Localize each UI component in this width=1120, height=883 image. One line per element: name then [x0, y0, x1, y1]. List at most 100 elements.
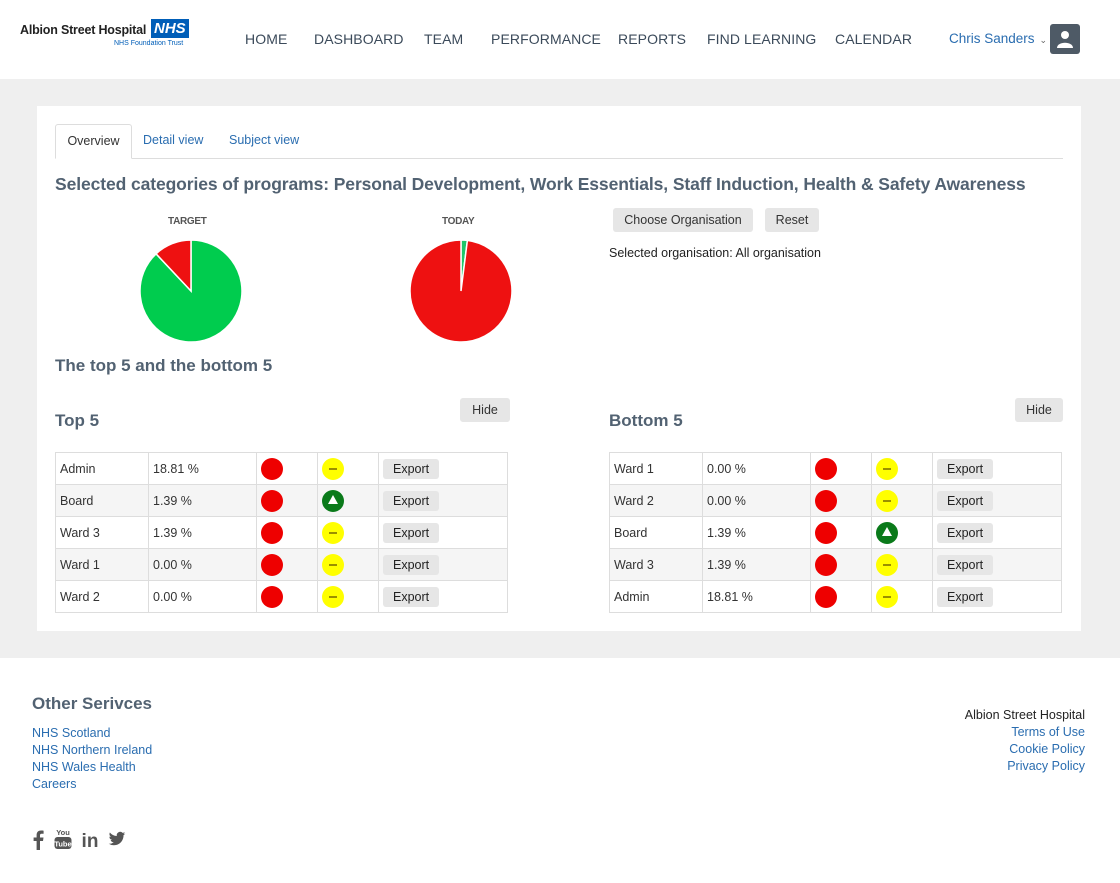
top5-title: Top 5: [55, 411, 100, 430]
top5-table: Admin 18.81 % Export Board 1.39 % Export Ward …: [55, 452, 508, 613]
trend-indicator: [322, 457, 344, 480]
completion-value: 1.39 %: [702, 548, 811, 581]
status-indicator: [815, 553, 837, 576]
today-pie-title: TODAY: [442, 216, 475, 227]
twitter-icon[interactable]: [108, 830, 126, 848]
trend-indicator: [322, 553, 344, 576]
completion-value: 0.00 %: [702, 452, 811, 485]
export-button[interactable]: Export: [383, 490, 440, 511]
unit-name: Ward 1: [55, 548, 149, 581]
trend-indicator: [876, 489, 898, 512]
export-button[interactable]: Export: [937, 554, 994, 575]
link-privacy-policy[interactable]: Privacy Policy: [1007, 759, 1085, 773]
export-button[interactable]: Export: [383, 554, 440, 575]
export-cell: Export: [378, 548, 508, 581]
hide-top5-button[interactable]: Hide: [460, 398, 510, 422]
unit-name: Ward 1: [609, 452, 703, 485]
pie-slice: [155, 239, 192, 293]
facebook-icon[interactable]: [32, 830, 44, 850]
table-row: Admin 18.81 % Export: [55, 452, 508, 485]
nav-reports[interactable]: REPORTS: [618, 31, 687, 47]
status-cell: [256, 484, 318, 517]
link-terms-of-use[interactable]: Terms of Use: [1011, 725, 1085, 739]
completion-value: 18.81 %: [702, 580, 811, 613]
status-indicator: [261, 553, 283, 576]
trend-indicator: [876, 553, 898, 576]
nav-find-learning[interactable]: FIND LEARNING: [707, 31, 817, 47]
completion-value: 1.39 %: [148, 516, 257, 549]
target-pie-chart: [139, 239, 243, 343]
completion-value: 0.00 %: [702, 484, 811, 517]
hide-bottom5-button[interactable]: Hide: [1015, 398, 1063, 422]
trend-cell: [317, 580, 379, 613]
nav-team[interactable]: TEAM: [424, 31, 464, 47]
status-indicator: [815, 585, 837, 608]
header: Albion Street Hospital NHS NHS Foundatio…: [0, 0, 1120, 79]
status-indicator: [815, 489, 837, 512]
tab-overview[interactable]: Overview: [55, 124, 132, 159]
export-button[interactable]: Export: [937, 586, 994, 607]
link-nhs-wales-health[interactable]: NHS Wales Health: [32, 760, 136, 774]
completion-value: 1.39 %: [148, 484, 257, 517]
youtube-icon[interactable]: You Tube: [54, 828, 72, 850]
completion-value: 18.81 %: [148, 452, 257, 485]
trend-cell: [317, 548, 379, 581]
link-cookie-policy[interactable]: Cookie Policy: [1009, 742, 1085, 756]
trend-cell: [871, 484, 933, 517]
tab-subject-view[interactable]: Subject view: [229, 133, 300, 147]
unit-name: Ward 2: [609, 484, 703, 517]
unit-name: Admin: [609, 580, 703, 613]
export-button[interactable]: Export: [383, 586, 440, 607]
export-button[interactable]: Export: [937, 458, 994, 479]
trend-cell: [871, 452, 933, 485]
user-icon: [1057, 31, 1073, 48]
trend-indicator: [322, 585, 344, 608]
export-cell: Export: [378, 484, 508, 517]
status-cell: [810, 452, 872, 485]
status-cell: [810, 484, 872, 517]
trend-indicator: [322, 489, 344, 512]
export-button[interactable]: Export: [937, 490, 994, 511]
nav-performance[interactable]: PERFORMANCE: [491, 31, 601, 47]
selected-organisation: Selected organisation: All organisation: [609, 246, 821, 260]
other-services-title: Other Serivces: [32, 694, 153, 713]
tab-detail-view[interactable]: Detail view: [143, 133, 204, 147]
export-button[interactable]: Export: [937, 522, 994, 543]
nav-calendar[interactable]: CALENDAR: [835, 31, 913, 47]
link-nhs-scotland[interactable]: NHS Scotland: [32, 726, 111, 740]
status-indicator: [261, 489, 283, 512]
avatar[interactable]: [1050, 24, 1080, 54]
hospital-logo[interactable]: Albion Street Hospital NHS NHS Foundatio…: [20, 19, 190, 51]
reset-button[interactable]: Reset: [765, 208, 819, 232]
completion-value: 1.39 %: [702, 516, 811, 549]
view-tabs: Overview Detail view Subject view: [55, 124, 1063, 159]
table-row: Ward 3 1.39 % Export: [609, 548, 1062, 581]
linkedin-icon[interactable]: in: [80, 830, 100, 850]
status-cell: [810, 580, 872, 613]
export-button[interactable]: Export: [383, 522, 440, 543]
youtube-you-text: You: [56, 828, 70, 837]
status-indicator: [261, 457, 283, 480]
status-cell: [256, 548, 318, 581]
linkedin-text: in: [82, 831, 99, 850]
nav-dashboard[interactable]: DASHBOARD: [314, 31, 404, 47]
footer-org-name: Albion Street Hospital: [964, 708, 1085, 722]
table-row: Admin 18.81 % Export: [609, 580, 1062, 613]
unit-name: Admin: [55, 452, 149, 485]
choose-organisation-button[interactable]: Choose Organisation: [613, 208, 753, 232]
table-row: Ward 1 0.00 % Export: [609, 452, 1062, 485]
chevron-down-icon: ⌄: [1039, 35, 1048, 45]
link-nhs-northern-ireland[interactable]: NHS Northern Ireland: [32, 743, 153, 757]
export-cell: Export: [932, 484, 1062, 517]
status-cell: [256, 452, 318, 485]
user-menu[interactable]: Chris Sanders ⌄: [949, 31, 1047, 46]
section-title: The top 5 and the bottom 5: [55, 356, 273, 375]
trend-indicator: [876, 521, 898, 544]
unit-name: Ward 3: [609, 548, 703, 581]
nav-home[interactable]: HOME: [245, 31, 288, 47]
link-careers[interactable]: Careers: [32, 777, 77, 791]
completion-value: 0.00 %: [148, 580, 257, 613]
bottom5-table: Ward 1 0.00 % Export Ward 2 0.00 % Export Boar…: [609, 452, 1062, 613]
export-button[interactable]: Export: [383, 458, 440, 479]
status-indicator: [815, 521, 837, 544]
